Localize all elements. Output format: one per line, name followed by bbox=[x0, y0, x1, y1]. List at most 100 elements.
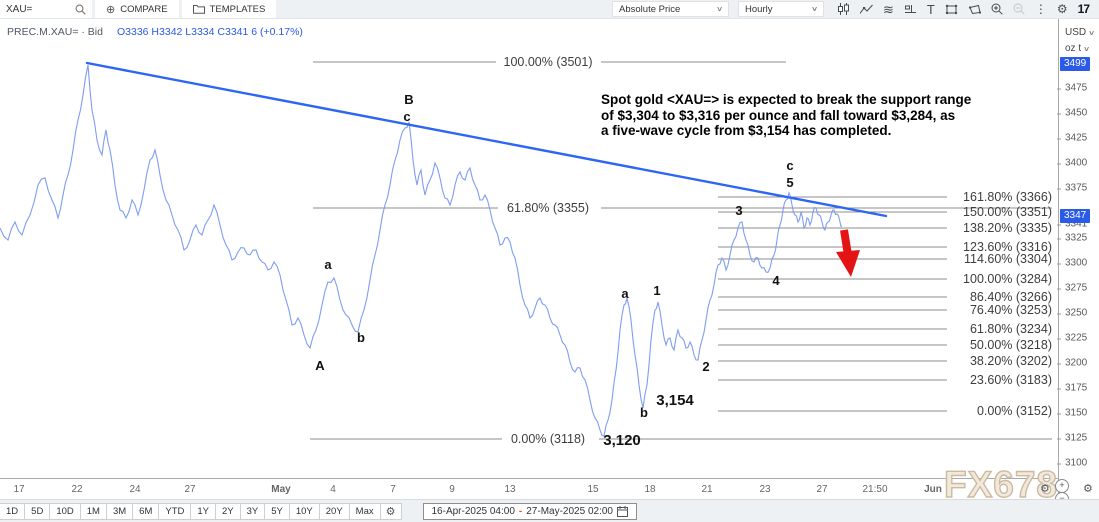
x-axis-settings-gear-icon[interactable]: ⚙ bbox=[1040, 483, 1050, 495]
range-button[interactable]: 5D bbox=[24, 502, 51, 520]
x-axis-label: 23 bbox=[759, 484, 771, 495]
top-toolbar: ⊕ COMPARE TEMPLATES Absolute Price ∨ Hou… bbox=[0, 0, 1099, 19]
date-separator: - bbox=[518, 505, 523, 517]
range-button[interactable]: 1M bbox=[79, 502, 107, 520]
text-tool-button[interactable]: T bbox=[926, 1, 935, 17]
y-axis-label: 3125 bbox=[1056, 432, 1088, 444]
x-axis-label: 9 bbox=[449, 484, 455, 495]
compare-icon: ⊕ bbox=[106, 3, 116, 16]
price-mode-select[interactable]: Absolute Price ∨ bbox=[612, 1, 730, 17]
x-axis-label: 21 bbox=[701, 484, 713, 495]
price-axis[interactable] bbox=[1058, 18, 1099, 500]
templates-button[interactable]: TEMPLATES bbox=[181, 0, 277, 18]
x-axis-label: Jun bbox=[924, 484, 942, 495]
chevron-down-icon: ∨ bbox=[715, 6, 724, 13]
interval-value: Hourly bbox=[745, 3, 773, 15]
tradingview-logo: 17 bbox=[1077, 2, 1090, 16]
y-axis-label: 3225 bbox=[1056, 332, 1088, 344]
x-axis-label: 18 bbox=[644, 484, 656, 495]
x-axis-label: 27 bbox=[816, 484, 828, 495]
calendar-icon bbox=[616, 505, 628, 517]
chart-canvas[interactable] bbox=[0, 0, 1058, 510]
chart-tools: ≋ T ⋮ ⚙ 17 bbox=[837, 1, 1090, 17]
range-buttons: 1D 5D 10D 1M 3M 6M YTD 1Y 2Y 3Y 5Y 10Y 20Y Max bbox=[0, 502, 381, 520]
price-mode-value: Absolute Price bbox=[619, 3, 681, 15]
chevron-down-icon: ∨ bbox=[810, 6, 819, 13]
y-axis-label: 3400 bbox=[1056, 157, 1088, 169]
y-axis-label: 3250 bbox=[1056, 307, 1088, 319]
x-axis-label: 13 bbox=[504, 484, 516, 495]
y-axis-label: 3341 bbox=[1056, 218, 1088, 230]
y-axis-label: 3275 bbox=[1056, 282, 1088, 294]
instrument-legend: PREC.M.XAU= · Bid O3336 H3342 L3334 C334… bbox=[7, 26, 303, 38]
axis-scale-button[interactable] bbox=[904, 4, 917, 15]
range-button[interactable]: 10D bbox=[49, 502, 81, 520]
trend-line bbox=[85, 61, 888, 218]
selection-tool-button[interactable] bbox=[945, 4, 958, 15]
x-axis-label: 17 bbox=[13, 484, 25, 495]
y-axis-label: 3150 bbox=[1056, 407, 1088, 419]
y-axis-label: 3200 bbox=[1056, 357, 1088, 369]
polygon-tool-button[interactable] bbox=[968, 4, 981, 15]
candlestick-chart-button[interactable] bbox=[837, 3, 850, 15]
range-button[interactable]: 10Y bbox=[288, 502, 320, 520]
y-axis-label: 3100 bbox=[1056, 457, 1088, 469]
templates-label: TEMPLATES bbox=[209, 3, 266, 15]
symbol-search-input[interactable] bbox=[6, 3, 66, 15]
y-axis-label: 3325 bbox=[1056, 232, 1088, 244]
interval-select[interactable]: Hourly ∨ bbox=[738, 1, 825, 17]
settings-button[interactable]: ⚙ bbox=[1056, 1, 1068, 16]
compare-button[interactable]: ⊕ COMPARE bbox=[95, 0, 179, 18]
range-button[interactable]: 20Y bbox=[318, 502, 350, 520]
price-badge: 3499 bbox=[1060, 57, 1091, 71]
down-arrow-annotation bbox=[836, 229, 860, 277]
y-axis-settings-gear-icon[interactable]: ⚙ bbox=[1083, 483, 1093, 495]
bottom-toolbar: 1D 5D 10D 1M 3M 6M YTD 1Y 2Y 3Y 5Y 10Y 20Y Max ⚙ 16-A… bbox=[0, 499, 1099, 522]
symbol-search[interactable] bbox=[0, 0, 92, 18]
range-settings-button[interactable]: ⚙ bbox=[379, 502, 402, 520]
x-axis-label: 27 bbox=[184, 484, 196, 495]
y-axis-label: 3475 bbox=[1056, 82, 1088, 94]
y-axis-label: 3450 bbox=[1056, 107, 1088, 119]
date-range-picker[interactable]: 16-Apr-2025 04:00 - 27-May-2025 02:00 bbox=[422, 502, 637, 520]
zoom-in-button[interactable] bbox=[991, 3, 1003, 15]
search-icon bbox=[75, 4, 86, 15]
compare-label: COMPARE bbox=[120, 3, 168, 15]
more-options-button[interactable]: ⋮ bbox=[1034, 1, 1047, 16]
range-button[interactable]: 5Y bbox=[264, 502, 290, 520]
x-axis-label: 4 bbox=[330, 484, 336, 495]
y-axis-label: 3175 bbox=[1056, 382, 1088, 394]
zoom-out-button[interactable] bbox=[1013, 3, 1025, 15]
range-button[interactable]: YTD bbox=[158, 502, 192, 520]
instrument-name: PREC.M.XAU= · Bid bbox=[7, 26, 103, 38]
price-badge: 3347 bbox=[1060, 209, 1091, 223]
range-button[interactable]: 6M bbox=[132, 502, 160, 520]
date-start: 16-Apr-2025 04:00 bbox=[431, 505, 515, 517]
price-line bbox=[0, 64, 843, 437]
range-button[interactable]: 2Y bbox=[214, 502, 241, 520]
ohlc-values: O3336 H3342 L3334 C3341 6 (+0.17%) bbox=[116, 26, 303, 38]
x-axis-label: May bbox=[271, 484, 291, 495]
unit-select[interactable]: oz t ∨ bbox=[1065, 43, 1090, 54]
range-button[interactable]: 1D bbox=[0, 502, 26, 520]
x-axis-label: 21:50 bbox=[862, 484, 888, 495]
gear-icon: ⚙ bbox=[385, 505, 396, 518]
x-axis-label: 7 bbox=[390, 484, 396, 495]
axis-zoom-in-button[interactable]: + bbox=[1055, 479, 1069, 493]
watermark: FX678 bbox=[943, 463, 1059, 505]
x-axis-label: 24 bbox=[129, 484, 141, 495]
range-button[interactable]: Max bbox=[348, 502, 381, 520]
currency-select[interactable]: USD ∨ bbox=[1065, 27, 1095, 38]
y-axis-label: 3375 bbox=[1056, 182, 1088, 194]
indicators-button[interactable] bbox=[860, 4, 873, 15]
range-button[interactable]: 3Y bbox=[239, 502, 266, 520]
unit-value: oz t bbox=[1065, 43, 1082, 54]
currency-value: USD bbox=[1065, 27, 1087, 38]
waves-pattern-button[interactable]: ≋ bbox=[883, 1, 894, 17]
date-end: 27-May-2025 02:00 bbox=[526, 505, 613, 517]
x-axis-line bbox=[0, 478, 1099, 479]
y-axis-label: 3300 bbox=[1056, 257, 1088, 269]
range-button[interactable]: 3M bbox=[105, 502, 134, 520]
x-axis-label: 22 bbox=[71, 484, 83, 495]
range-button[interactable]: 1Y bbox=[190, 502, 216, 520]
